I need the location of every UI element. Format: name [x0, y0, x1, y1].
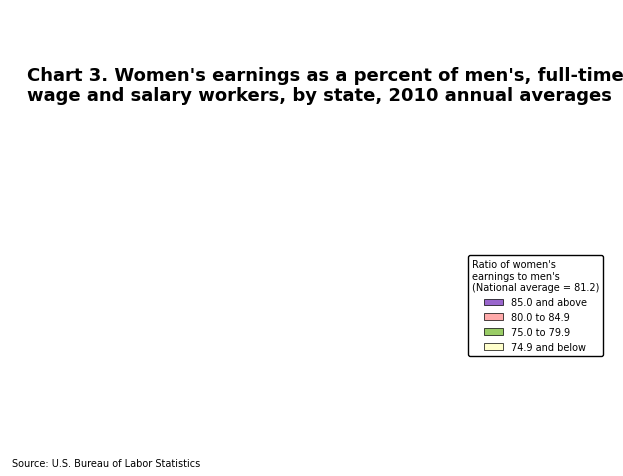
Text: Chart 3. Women's earnings as a percent of men's, full-time
wage and salary worke: Chart 3. Women's earnings as a percent o… [27, 67, 623, 105]
Text: Source: U.S. Bureau of Labor Statistics: Source: U.S. Bureau of Labor Statistics [12, 458, 201, 468]
Legend: 85.0 and above, 80.0 to 84.9, 75.0 to 79.9, 74.9 and below: 85.0 and above, 80.0 to 84.9, 75.0 to 79… [468, 256, 603, 356]
